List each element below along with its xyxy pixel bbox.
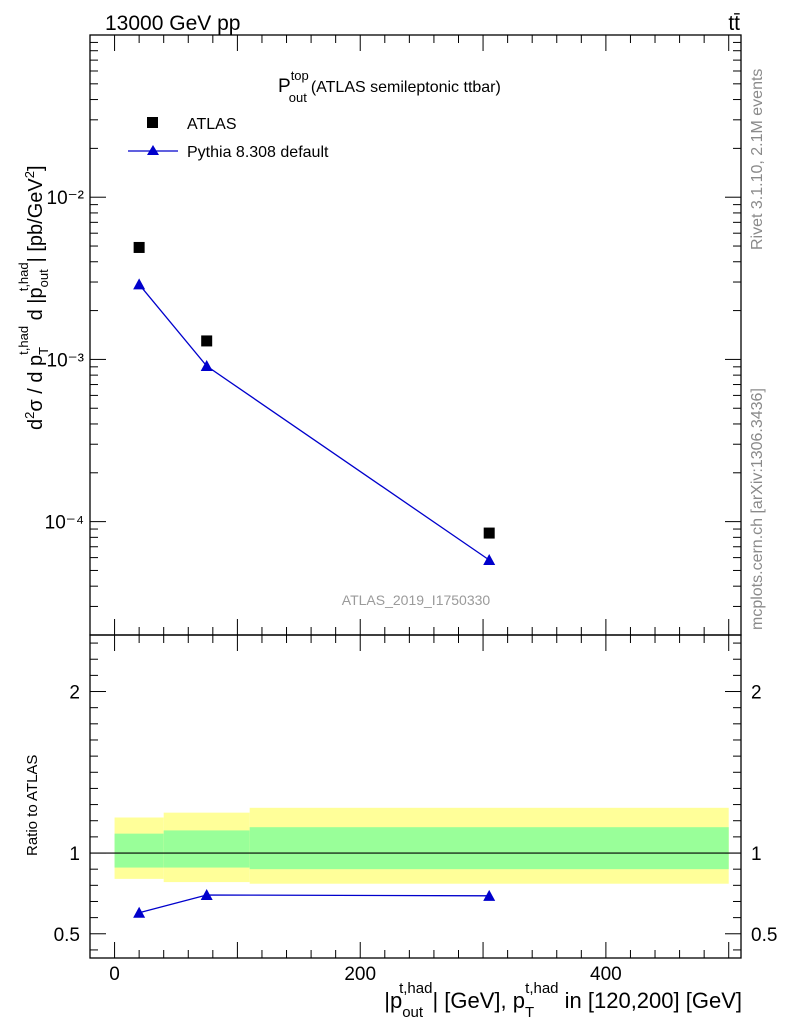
ratio-y-tick-label: 1 bbox=[69, 844, 80, 865]
main-axis-ticks bbox=[90, 34, 741, 636]
main-series-layer bbox=[133, 241, 496, 565]
ratio-mc-point bbox=[200, 889, 213, 901]
mc-point bbox=[133, 278, 146, 290]
atlas-point bbox=[133, 241, 145, 253]
analysis-watermark: ATLAS_2019_I1750330 bbox=[342, 592, 491, 608]
x-tick-label: 400 bbox=[590, 964, 622, 985]
main-panel: 10⁻⁴ 10⁻³ 10⁻² Ptop out (ATLAS semileptonic … bbox=[45, 34, 742, 636]
ratio-y-tick-label: 0.5 bbox=[54, 925, 80, 946]
plot-title: Ptop out (ATLAS semileptonic ttbar) bbox=[278, 68, 501, 105]
legend-mc-label: Pythia 8.308 default bbox=[187, 144, 329, 161]
ratio-band-inner bbox=[249, 827, 729, 870]
ratio-y-tick-label: 2 bbox=[69, 683, 80, 704]
mcplots-label: mcplots.cern.ch [arXiv:1306.3436] bbox=[749, 388, 766, 630]
ratio-mc-line bbox=[138, 894, 490, 914]
atlas-point bbox=[483, 527, 495, 539]
ratio-series-layer bbox=[133, 889, 496, 918]
mc-line bbox=[138, 283, 490, 561]
plot-title-rest: (ATLAS semileptonic ttbar) bbox=[311, 79, 501, 96]
legend-data-label: ATLAS bbox=[187, 116, 237, 133]
legend-mc-marker bbox=[147, 145, 159, 155]
legend-data-marker bbox=[147, 117, 158, 128]
ratio-panel: 0.5 0.5 1 1 2 2 0 200 400 bbox=[54, 634, 778, 985]
ratio-tick-labels: 0.5 0.5 1 1 2 2 0 200 400 bbox=[54, 683, 778, 985]
rivet-version-label: Rivet 3.1.10, 2.1M events bbox=[749, 69, 766, 250]
main-y-tick-label: 10⁻² bbox=[47, 188, 85, 209]
x-tick-label: 200 bbox=[344, 964, 376, 985]
ratio-y-axis-label: Ratio to ATLAS bbox=[24, 755, 41, 856]
x-axis-label: |poutt,had| [GeV], pTt,had in [120,200] … bbox=[384, 980, 742, 1021]
plot-title-sub: out bbox=[289, 90, 307, 105]
x-tick-label: 0 bbox=[109, 964, 120, 985]
ratio-mc-point bbox=[133, 906, 146, 918]
ratio-y-tick-label-right: 1 bbox=[751, 844, 762, 865]
plot-title-main: P bbox=[278, 76, 291, 97]
ratio-y-tick-label-right: 0.5 bbox=[751, 925, 777, 946]
ratio-uncertainty-bands bbox=[114, 807, 729, 884]
ratio-band-inner bbox=[163, 830, 250, 868]
main-y-tick-labels: 10⁻⁴ 10⁻³ 10⁻² bbox=[45, 188, 84, 533]
ratio-frame bbox=[89, 634, 742, 959]
atlas-point bbox=[201, 335, 213, 347]
ratio-band-inner bbox=[114, 833, 164, 868]
main-y-axis-label: d2σ / d pTt,had d |poutt,had| [pb/GeV2] bbox=[16, 165, 51, 430]
mc-point bbox=[483, 553, 496, 565]
mc-point bbox=[200, 360, 213, 372]
main-y-tick-label: 10⁻⁴ bbox=[45, 513, 84, 534]
process-label: tt̄ bbox=[728, 12, 740, 35]
plot-title-sup: top bbox=[291, 68, 309, 83]
main-y-tick-label: 10⁻³ bbox=[47, 350, 85, 371]
ratio-mc-point bbox=[483, 889, 496, 901]
ratio-axis-ticks bbox=[90, 635, 741, 958]
ratio-y-tick-label-right: 2 bbox=[751, 683, 762, 704]
energy-label: 13000 GeV pp bbox=[105, 12, 240, 35]
